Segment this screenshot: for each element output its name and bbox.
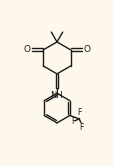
Text: NH: NH — [50, 91, 63, 100]
Text: F: F — [71, 117, 75, 126]
Text: O: O — [83, 45, 90, 54]
Text: F: F — [76, 108, 80, 117]
Text: F: F — [79, 123, 83, 132]
Text: O: O — [23, 45, 30, 54]
